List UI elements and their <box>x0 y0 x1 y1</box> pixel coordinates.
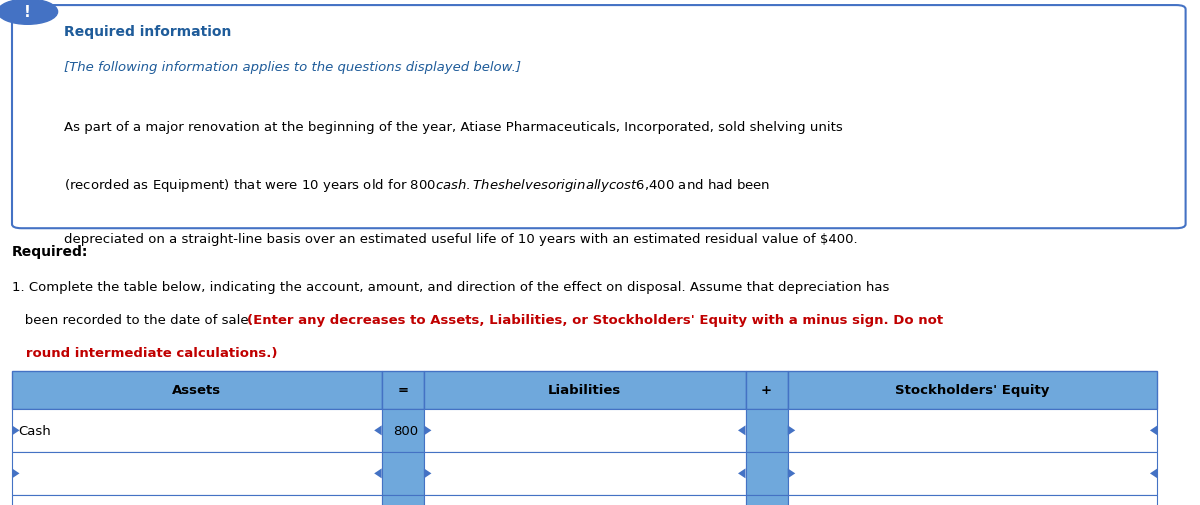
Text: been recorded to the date of sale.: been recorded to the date of sale. <box>12 313 257 326</box>
Polygon shape <box>374 426 382 435</box>
Polygon shape <box>787 426 796 435</box>
Text: round intermediate calculations.): round intermediate calculations.) <box>12 346 277 359</box>
Polygon shape <box>424 426 432 435</box>
Bar <box>424 452 745 495</box>
Polygon shape <box>424 469 432 478</box>
Bar <box>745 452 787 495</box>
Bar <box>787 371 1158 409</box>
Polygon shape <box>1150 469 1158 478</box>
Bar <box>382 409 424 452</box>
Bar <box>787 409 1158 452</box>
FancyBboxPatch shape <box>12 6 1186 229</box>
Bar <box>745 371 787 409</box>
Bar <box>424 495 745 505</box>
Bar <box>424 371 745 409</box>
Polygon shape <box>738 469 745 478</box>
Text: depreciated on a straight-line basis over an estimated useful life of 10 years w: depreciated on a straight-line basis ove… <box>64 232 857 245</box>
Bar <box>382 495 424 505</box>
Text: Assets: Assets <box>173 384 222 396</box>
Bar <box>12 371 382 409</box>
Text: =: = <box>397 384 408 396</box>
Text: [The following information applies to the questions displayed below.]: [The following information applies to th… <box>64 61 521 74</box>
Text: As part of a major renovation at the beginning of the year, Atiase Pharmaceutica: As part of a major renovation at the beg… <box>64 121 842 134</box>
Text: Liabilities: Liabilities <box>548 384 622 396</box>
Bar <box>12 409 382 452</box>
Bar <box>787 452 1158 495</box>
Text: !: ! <box>24 5 31 20</box>
Polygon shape <box>787 469 796 478</box>
Polygon shape <box>738 426 745 435</box>
Bar <box>12 452 382 495</box>
Text: Required information: Required information <box>64 25 230 39</box>
Bar <box>424 409 745 452</box>
Text: +: + <box>761 384 772 396</box>
Bar <box>787 495 1158 505</box>
Text: 800: 800 <box>392 424 418 437</box>
Polygon shape <box>12 426 19 435</box>
Text: (recorded as Equipment) that were 10 years old for $800 cash. The shelves origin: (recorded as Equipment) that were 10 yea… <box>64 177 770 194</box>
Bar <box>745 495 787 505</box>
Text: Stockholders' Equity: Stockholders' Equity <box>895 384 1050 396</box>
Bar <box>745 409 787 452</box>
Bar <box>12 495 382 505</box>
Text: Required:: Required: <box>12 245 89 259</box>
Text: Cash: Cash <box>18 424 50 437</box>
Polygon shape <box>12 469 19 478</box>
Circle shape <box>0 0 58 25</box>
Bar <box>382 371 424 409</box>
Text: (Enter any decreases to Assets, Liabilities, or Stockholders' Equity with a minu: (Enter any decreases to Assets, Liabilit… <box>247 313 943 326</box>
Bar <box>382 452 424 495</box>
Polygon shape <box>1150 426 1158 435</box>
Polygon shape <box>374 469 382 478</box>
Text: 1. Complete the table below, indicating the account, amount, and direction of th: 1. Complete the table below, indicating … <box>12 280 889 293</box>
